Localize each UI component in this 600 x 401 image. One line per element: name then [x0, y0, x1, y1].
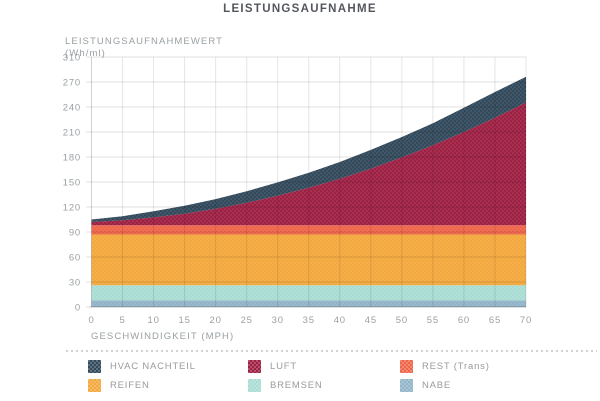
y-tick-label: 90 — [69, 228, 81, 239]
x-tick-label: 55 — [427, 315, 439, 326]
x-tick-label: 50 — [396, 315, 408, 326]
y-tick-label: 0 — [75, 303, 81, 314]
x-tick-label: 45 — [365, 315, 377, 326]
x-tick-label: 15 — [179, 315, 191, 326]
y-tick-label: 180 — [63, 153, 81, 164]
y-tick-label: 60 — [69, 253, 81, 264]
y-tick-label: 210 — [63, 128, 81, 139]
x-tick-label: 5 — [119, 315, 125, 326]
y-tick-label: 120 — [63, 203, 81, 214]
legend-label: LUFT — [270, 361, 297, 372]
legend-label: REST (Trans) — [422, 361, 490, 372]
legend-swatch — [248, 379, 261, 392]
legend-label: NABE — [422, 380, 452, 391]
legend-swatch — [88, 379, 101, 392]
x-tick-label: 30 — [272, 315, 284, 326]
legend-item-reifen: REIFEN — [88, 379, 248, 392]
legend-label: REIFEN — [110, 380, 150, 391]
y-axis-label: LEISTUNGSAUFNAHMEWERT — [65, 36, 224, 47]
legend-item-bremsen: BREMSEN — [248, 379, 400, 392]
x-tick-label: 60 — [458, 315, 470, 326]
x-tick-label: 40 — [334, 315, 346, 326]
y-tick-label: 240 — [63, 103, 81, 114]
legend-item-nabe: NABE — [400, 379, 490, 392]
legend-swatch — [88, 360, 101, 373]
x-axis-title: GESCHWINDIGKEIT (MPH) — [91, 331, 235, 342]
area-series-group — [91, 76, 526, 307]
x-tick-label: 65 — [489, 315, 501, 326]
x-tick-label: 35 — [303, 315, 315, 326]
legend-label: BREMSEN — [270, 380, 323, 391]
legend-label: HVAC NACHTEIL — [110, 361, 196, 372]
legend-item-rest-trans-: REST (Trans) — [400, 360, 490, 373]
x-tick-label: 0 — [88, 315, 94, 326]
y-tick-label: 30 — [69, 278, 81, 289]
y-tick-label: 150 — [63, 178, 81, 189]
y-tick-label: 270 — [63, 78, 81, 89]
x-tick-label: 25 — [241, 315, 253, 326]
x-tick-label: 70 — [520, 315, 532, 326]
tick-labels: 0 30 60 90 120 150 180 210 240 270 310 0 5 10 15 20 25 30… — [63, 53, 532, 327]
x-tick-label: 10 — [147, 315, 159, 326]
x-tick-label: 20 — [210, 315, 222, 326]
legend-item-hvac-nachteil: HVAC NACHTEIL — [88, 360, 248, 373]
stacked-area-chart: 0 30 60 90 120 150 180 210 240 270 310 0 5 10 15 20 25 30… — [63, 53, 532, 327]
gridlines — [86, 56, 527, 308]
legend-swatch — [248, 360, 261, 373]
chart-title: LEISTUNGSAUFNAHME — [223, 3, 377, 15]
separator-dotted-line — [66, 350, 597, 353]
y-axis-unit: (Wh/ml) — [65, 48, 106, 59]
legend-swatch — [400, 379, 413, 392]
legend-item-luft: LUFT — [248, 360, 400, 373]
dot-texture-overlay — [91, 76, 526, 307]
legend-swatch — [400, 360, 413, 373]
y-axis-title: LEISTUNGSAUFNAHMEWERT (Wh/ml) — [65, 36, 223, 60]
legend: HVAC NACHTEIL LUFT REST (Trans) REIFEN BREMS… — [88, 360, 490, 392]
y-tick-label: 310 — [63, 53, 81, 64]
